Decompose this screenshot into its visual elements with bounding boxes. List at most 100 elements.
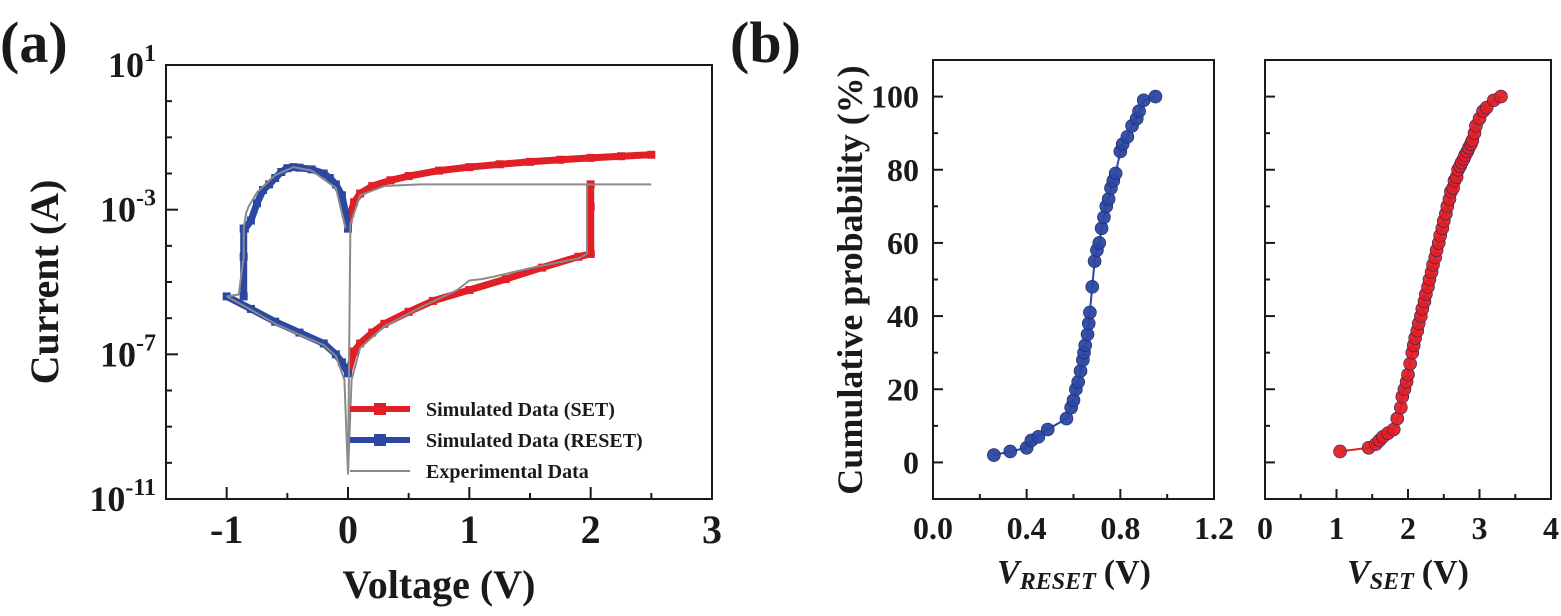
panel-a-label: (a) — [0, 10, 68, 75]
panel-b-left-series — [987, 89, 1163, 462]
panel-a-simulated-data-reset-point — [341, 209, 350, 218]
panel-a-simulated-data-reset-point — [253, 199, 261, 208]
panel-b-right-chart: 0 1 2 3 4 VSET (V) — [1257, 59, 1559, 595]
panel-a-simulated-data-set-line — [344, 250, 592, 375]
panel-b-y-axis-label: Cumulative probability (%) — [830, 65, 870, 494]
legend-simulated-data-set-label: Simulated Data (SET) — [426, 399, 615, 421]
panel-a-simulated-data-set-point — [556, 155, 565, 164]
panel-a-y-tick-label: 10-7 — [100, 330, 156, 374]
pbl-y-tick-label: 20 — [887, 371, 919, 407]
panel-b-left-x-axis-label: VRESET (V) — [997, 554, 1151, 595]
panel-a-simulated-data-reset-point — [319, 339, 328, 348]
panel-a-simulated-data-reset-point — [271, 174, 280, 183]
legend-experimental-data-label: Experimental Data — [426, 461, 589, 483]
vset-unit: (V) — [1422, 554, 1469, 591]
vreset-symbol: V — [997, 554, 1022, 591]
panel-a-y-ticks: 10-11 10-7 10-3 101 — [89, 41, 178, 519]
pbr-series-point — [1494, 89, 1508, 104]
panel-a-y-tick-label: 101 — [108, 41, 156, 85]
pbl-series-point — [1148, 89, 1163, 104]
panel-b-right-frame — [1264, 59, 1552, 500]
panel-b-left-frame — [932, 59, 1215, 500]
vset-symbol: V — [1347, 554, 1372, 591]
panel-a-simulated-data-reset-point — [307, 165, 316, 174]
panel-a-simulated-data-set-point — [495, 160, 504, 169]
pbr-x-tick-label: 0 — [1257, 510, 1273, 546]
panel-a-simulated-data-set-point — [350, 347, 359, 356]
panel-a-simulated-data-set-point — [404, 307, 413, 316]
panel-a-x-tick-label: 0 — [338, 507, 358, 552]
panel-a-simulated-data-set-point — [356, 339, 365, 348]
panel-a-simulated-data-set-point — [404, 172, 413, 181]
pbl-series-point — [987, 448, 1001, 462]
panel-a-experimental-data-line — [226, 253, 588, 475]
panel-a-simulated-data-reset-point — [239, 292, 248, 301]
panel-a-x-axis-label: Voltage (V) — [343, 562, 536, 607]
panel-a-simulated-data-set-point — [647, 150, 656, 159]
pbl-series-point — [1085, 280, 1100, 294]
pbl-x-tick-label: 0.4 — [1007, 510, 1047, 546]
panel-a-simulated-data-reset-point — [295, 328, 304, 337]
panel-b-left-y-ticks: 0 20 40 60 80 100 — [871, 79, 943, 480]
panel-a-simulated-data-reset-point — [331, 180, 340, 189]
panel-a-simulated-data-set-point — [350, 198, 359, 207]
legend-simulated-data-set-marker — [374, 403, 386, 415]
pbl-series-point — [1108, 166, 1123, 181]
panel-b-left-x-ticks: 0.0 0.4 0.8 1.2 — [913, 489, 1234, 546]
panel-b-right-x-ticks: 0 1 2 3 4 — [1257, 489, 1559, 546]
pbl-x-tick-label: 0.0 — [913, 510, 953, 546]
panel-a-simulated-data-set-point — [526, 157, 534, 166]
panel-a-simulated-data-set-point — [501, 275, 510, 284]
panel-a-experimental-data-line — [347, 183, 591, 474]
panel-a-experimental-data-line — [586, 183, 652, 254]
panel-a-simulated-data-reset-point — [259, 185, 268, 194]
panel-a-simulated-data-reset-point — [344, 224, 352, 233]
panel-a-simulated-data-set-point — [465, 286, 474, 295]
panel-a-simulated-data-reset-point — [246, 216, 255, 225]
panel-a-experimental-data-line — [226, 166, 347, 298]
panel-b-right-x-axis-label: VSET (V) — [1347, 554, 1469, 595]
legend-simulated-data-reset-marker — [374, 434, 386, 446]
panel-a-simulated-data-set-point — [586, 202, 595, 211]
vreset-unit: (V) — [1104, 554, 1151, 591]
panel-a-chart: 10-11 10-7 10-3 101 -1 0 1 2 3 Voltage (V) Curr… — [22, 41, 722, 607]
panel-a-y-tick-label: 10-3 — [100, 186, 156, 230]
panel-a-series — [222, 150, 656, 475]
panel-a-simulated-data-set-point — [386, 176, 395, 185]
panel-a-legend: Simulated Data (SET) Simulated Data (RESE… — [350, 399, 643, 483]
vset-subscript: SET — [1370, 569, 1415, 595]
panel-a-simulated-data-reset-point — [222, 292, 231, 301]
pbl-y-tick-label: 0 — [903, 444, 919, 480]
panel-a-x-tick-label: 2 — [581, 507, 601, 552]
panel-a-simulated-data-reset-point — [337, 358, 346, 367]
legend-simulated-data-reset-label: Simulated Data (RESET) — [426, 430, 643, 452]
panel-a-simulated-data-reset-point — [337, 191, 346, 200]
panel-a-simulated-data-reset-point — [271, 317, 280, 326]
panel-a-y-axis-label: Current (A) — [22, 180, 67, 385]
panel-a-simulated-data-reset-point — [265, 180, 274, 189]
panel-a-x-tick-label: -1 — [210, 507, 243, 552]
pbr-x-tick-label: 3 — [1472, 510, 1488, 546]
panel-a-simulated-data-set-point — [538, 263, 547, 272]
pbl-y-tick-label: 100 — [871, 79, 919, 115]
pbl-y-tick-label: 60 — [887, 225, 919, 261]
panel-a-simulated-data-set-point — [346, 209, 355, 218]
panel-a-simulated-data-reset-line — [225, 293, 352, 375]
panel-a-x-tick-label: 1 — [459, 507, 479, 552]
panel-a-simulated-data-set-point — [465, 163, 474, 172]
panel-a-simulated-data-set-point — [617, 152, 625, 161]
panel-a-x-tick-label: 3 — [702, 507, 722, 552]
panel-a-simulated-data-set-point — [356, 189, 365, 198]
panel-a-simulated-data-reset-point — [325, 174, 334, 183]
panel-a-simulated-data-reset-point — [319, 169, 328, 178]
panel-a-simulated-data-set-point — [574, 252, 583, 261]
pbr-x-tick-label: 2 — [1400, 510, 1416, 546]
pbr-series-line — [1339, 95, 1502, 453]
pbl-y-tick-label: 80 — [887, 152, 919, 188]
panel-a-y-tick-label: 10-11 — [89, 475, 156, 519]
pbl-series-point — [1136, 93, 1151, 108]
panel-a-simulated-data-set-point — [368, 328, 377, 337]
panel-b-label: (b) — [730, 10, 801, 75]
